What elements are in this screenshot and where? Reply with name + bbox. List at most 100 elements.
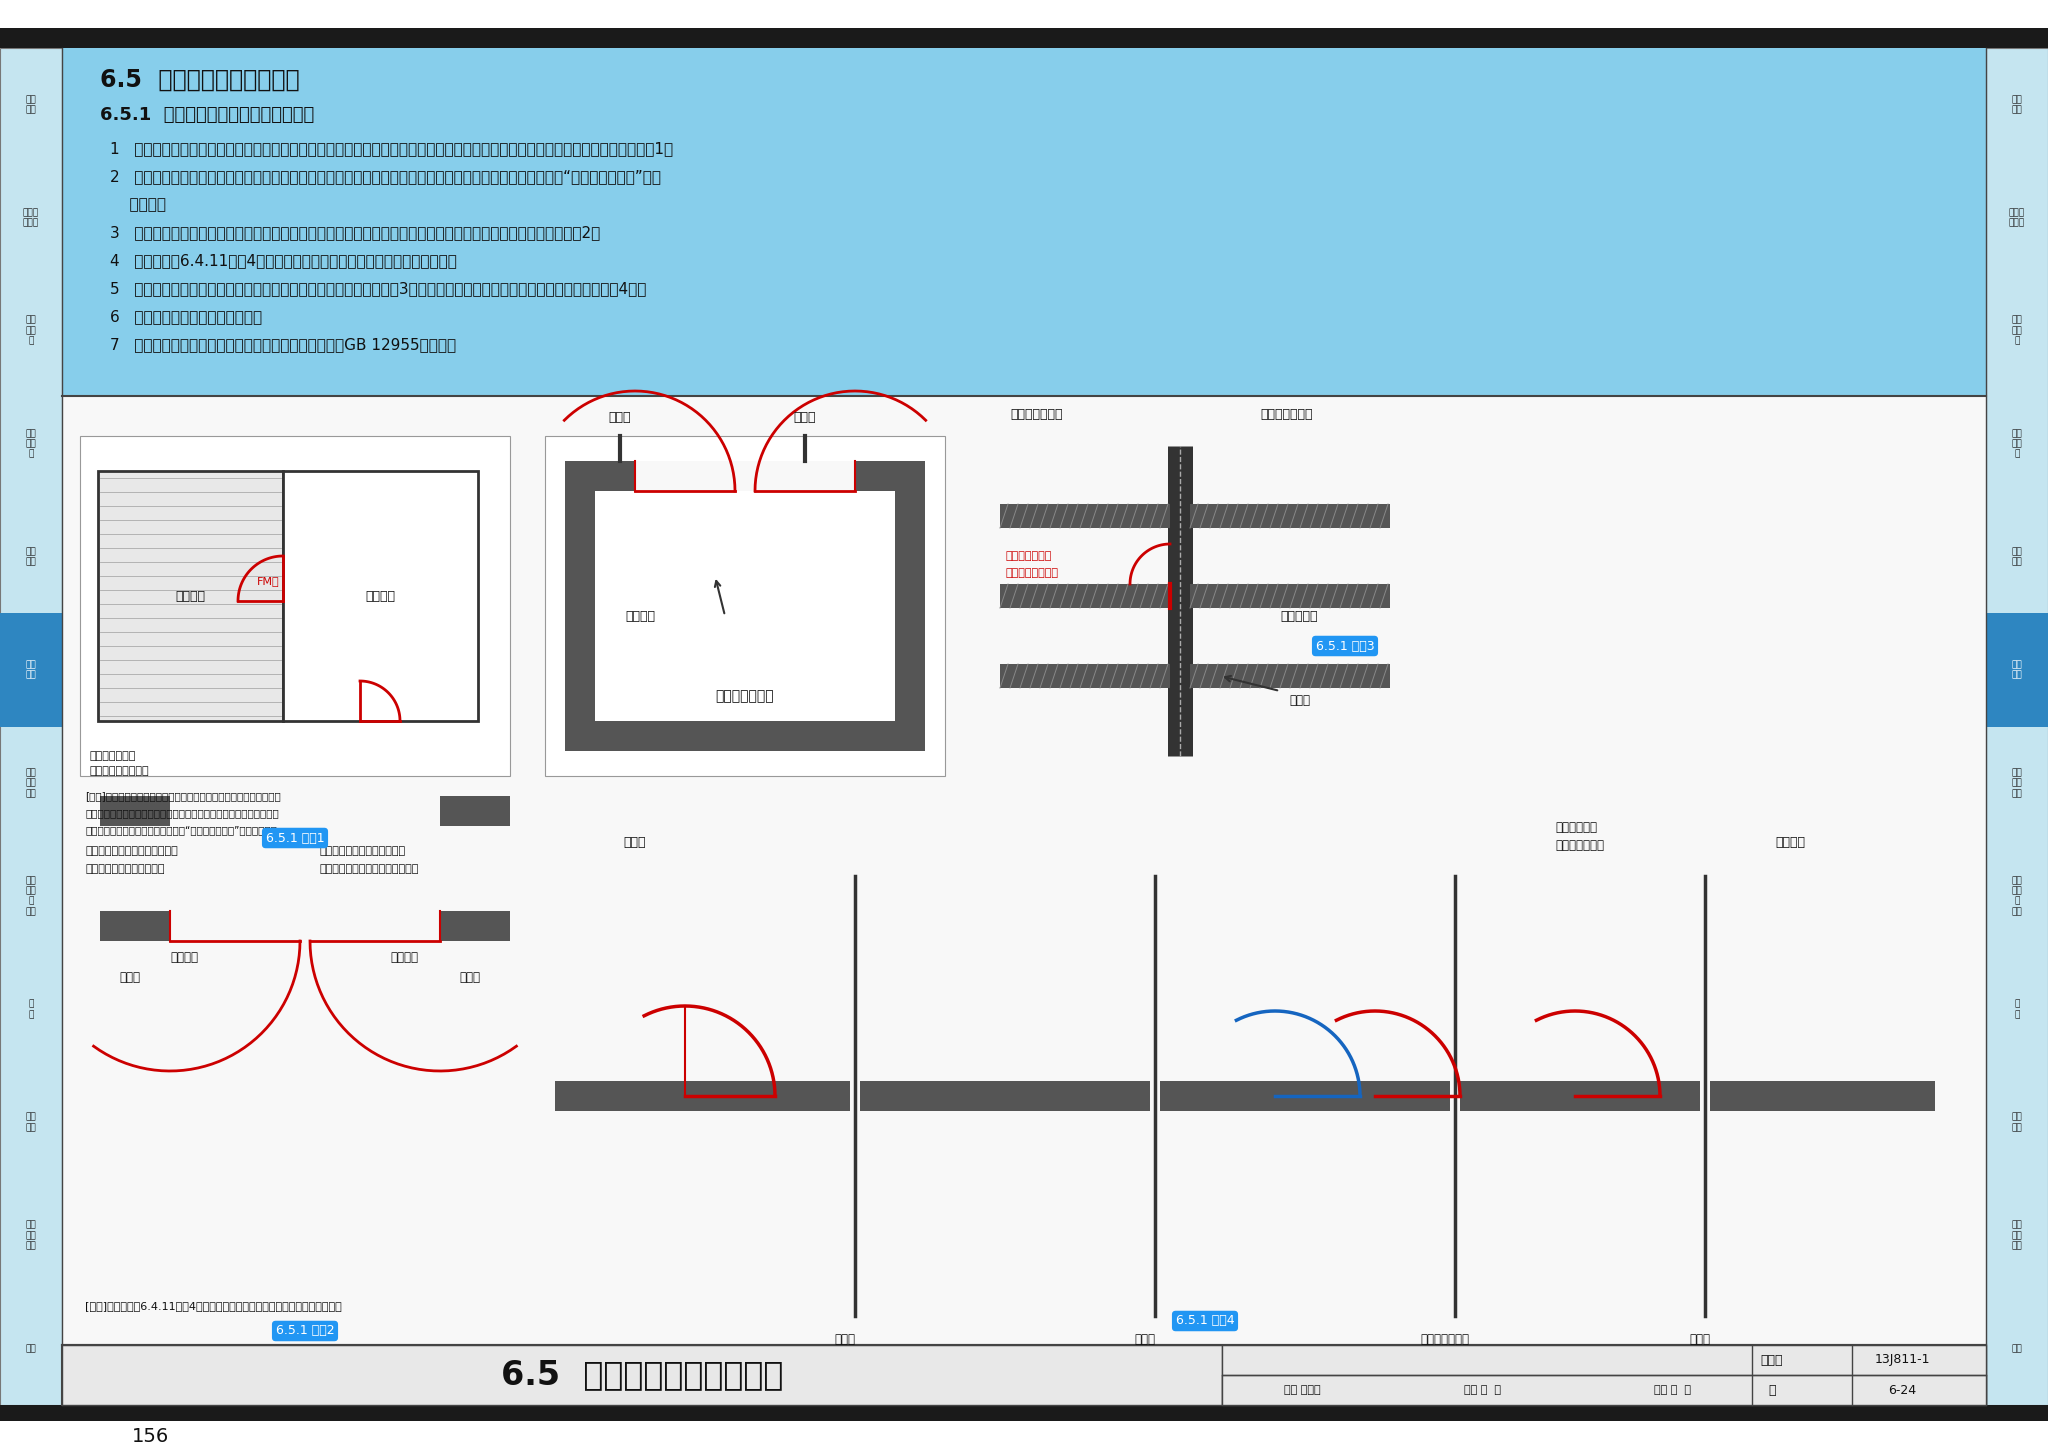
Bar	[80, 435, 510, 776]
Bar	[1987, 48, 2048, 1405]
Text: 民用
建筑: 民用 建筑	[27, 547, 37, 566]
Text: 防火门: 防火门	[625, 836, 647, 849]
Bar	[170, 911, 440, 941]
Text: 总术符
则语号: 总术符 则语号	[2009, 208, 2025, 227]
Text: 甲乙
丙储
体: 甲乙 丙储 体	[2011, 430, 2021, 459]
Text: 厂房
和仓
库: 厂房 和仓 库	[27, 316, 37, 345]
Text: 后关闭扇: 后关闭扇	[389, 951, 418, 964]
Text: 灭火
救援
设施: 灭火 救援 设施	[2011, 769, 2021, 798]
Text: 民用
建筑: 民用 建筑	[2011, 547, 2021, 566]
Bar	[1190, 584, 1391, 609]
Text: 灭火
救援
设施: 灭火 救援 设施	[27, 769, 37, 798]
Text: 闭门器: 闭门器	[119, 971, 141, 984]
Text: 13J811-1: 13J811-1	[1874, 1354, 1929, 1367]
Text: 附录: 附录	[2011, 1344, 2021, 1353]
Bar	[999, 664, 1169, 689]
Text: 楼层数较少一侧: 楼层数较少一侧	[1260, 408, 1313, 421]
Bar	[100, 796, 510, 826]
Text: 消防
设置
和
调风: 消防 设置 和 调风	[2011, 877, 2021, 916]
Text: 7   甲、乙、丙级防火门应符合现行国家标准《防火门》GB 12955的规定。: 7 甲、乙、丙级防火门应符合现行国家标准《防火门》GB 12955的规定。	[111, 336, 457, 352]
Text: 电
气: 电 气	[29, 999, 33, 1019]
Bar	[1223, 1345, 1987, 1405]
Text: 顺序器: 顺序器	[459, 971, 481, 984]
Text: 闭的功能（装设闭门器和顺序器）: 闭的功能（装设闭门器和顺序器）	[319, 863, 420, 874]
Bar	[61, 48, 1987, 396]
Text: 6.5.1  防火门的设置应符合下列规定：: 6.5.1 防火门的设置应符合下列规定：	[100, 106, 313, 124]
Text: 先关闭扇: 先关闭扇	[170, 951, 199, 964]
Bar	[100, 911, 510, 941]
Text: 变形缝: 变形缝	[1135, 1334, 1155, 1345]
Text: 设计 曹  奈: 设计 曹 奈	[1653, 1385, 1690, 1395]
Text: 6   防火门关闭后应具有防烟性能；: 6 防火门关闭后应具有防烟性能；	[111, 309, 262, 325]
Text: 图集号: 图集号	[1761, 1354, 1784, 1367]
Text: [注释]除本规范的6.4.11条第4款的规定外，防火门应能在其内外两侧手动开启。: [注释]除本规范的6.4.11条第4款的规定外，防火门应能在其内外两侧手动开启。	[86, 1302, 342, 1310]
Bar	[1190, 504, 1391, 529]
Text: 变形缝: 变形缝	[1290, 695, 1311, 708]
Bar	[0, 28, 2048, 48]
Bar	[1190, 664, 1391, 689]
Text: 审核 蔡昭昔: 审核 蔡昭昔	[1284, 1385, 1321, 1395]
Bar	[0, 613, 61, 727]
Text: 除管井检修门和住宅的户门外，: 除管井检修门和住宅的户门外，	[86, 846, 178, 856]
Text: 木结
构筑: 木结 构筑	[27, 1112, 37, 1131]
Text: 防火射墙: 防火射墙	[1776, 836, 1804, 849]
Text: 变形缝: 变形缝	[1690, 1334, 1710, 1345]
Bar	[555, 1080, 1935, 1111]
Text: 5   设置在建筑变形缝附近时，防火门应设置在楼层较多的一侧【图示3】，并应保证防火门开启时门扇不跨越变形缝【图示4】；: 5 设置在建筑变形缝附近时，防火门应设置在楼层较多的一侧【图示3】，并应保证防火…	[111, 281, 647, 296]
Text: 页: 页	[1767, 1383, 1776, 1396]
Bar	[61, 1345, 1987, 1405]
Text: 156: 156	[131, 1427, 168, 1446]
Text: 楼层数较多一侧: 楼层数较多一侧	[1010, 408, 1063, 421]
Bar	[0, 48, 61, 1405]
Text: 楼层数较多的一侧: 楼层数较多的一侧	[1006, 568, 1059, 578]
Bar	[1223, 1374, 1987, 1405]
Text: 防火门应具有自行关闭功能: 防火门应具有自行关闭功能	[86, 863, 164, 874]
Bar	[565, 491, 596, 751]
Text: 防火门应设置在: 防火门应设置在	[1006, 550, 1051, 561]
Text: 不应跨越变形缝: 不应跨越变形缝	[1421, 1334, 1470, 1345]
Bar	[565, 721, 926, 751]
Text: 建筑
构造: 建筑 构造	[2011, 660, 2021, 680]
Text: 6.5  防火门、窗和防火卷帘: 6.5 防火门、窗和防火卷帘	[502, 1358, 782, 1392]
Text: 编制
说明: 编制 说明	[2011, 95, 2021, 114]
Text: 双扇防火门应有按顺序自行关: 双扇防火门应有按顺序自行关	[319, 846, 406, 856]
Text: 顺序器: 顺序器	[795, 411, 817, 424]
Bar	[283, 470, 477, 721]
Text: 6.5  防火门、窗和防火卷帘: 6.5 防火门、窗和防火卷帘	[100, 68, 299, 92]
Bar	[1987, 613, 2048, 727]
Text: 门。常闭防火门应在其明显位置设置“保持防火门关闭”等提示标志。: 门。常闭防火门应在其明显位置设置“保持防火门关闭”等提示标志。	[86, 826, 276, 834]
Text: 闭门器: 闭门器	[608, 411, 631, 424]
Text: 双扇常开防火门: 双扇常开防火门	[715, 689, 774, 703]
Text: 设置常开防火门: 设置常开防火门	[90, 751, 137, 761]
Text: 总术符
则语号: 总术符 则语号	[23, 208, 39, 227]
Text: 6-24: 6-24	[1888, 1383, 1917, 1396]
Text: 6.5.1 图示3: 6.5.1 图示3	[1315, 639, 1374, 652]
Text: 3   除管井检修门和住宅的户门外，防火门应具有自行关闭功能。双扇防火门应具有按顺序自行关闭的功能；【图示2】: 3 除管井检修门和住宅的户门外，防火门应具有自行关闭功能。双扇防火门应具有按顺序…	[111, 226, 600, 240]
Bar	[545, 435, 944, 776]
Bar	[850, 1080, 860, 1111]
Text: 变形缝: 变形缝	[834, 1334, 856, 1345]
Text: 合用前室: 合用前室	[365, 590, 395, 603]
Text: 示标识；: 示标识；	[111, 197, 166, 213]
Text: 厂房
和仓
库: 厂房 和仓 库	[2011, 316, 2021, 345]
Bar	[999, 584, 1169, 609]
Bar	[0, 1405, 2048, 1421]
Text: 校对 林  菊: 校对 林 菊	[1464, 1385, 1501, 1395]
Text: 剖面示意图: 剖面示意图	[1280, 610, 1317, 623]
Text: [注释]常开防火门应能在火灾时自行关闭，并应具有信号反馈的功能。: [注释]常开防火门应能在火灾时自行关闭，并应具有信号反馈的功能。	[86, 791, 281, 801]
Bar	[98, 470, 283, 721]
Bar	[1700, 1080, 1710, 1111]
Text: 城市
交通
階道: 城市 交通 階道	[27, 1220, 37, 1251]
Text: 2   除允许设置常开防火门的位置外，其他位置的防火门均应采用常闭防火门。常闭防火门应在其明显位置设置“保持防火门关闭”等提: 2 除允许设置常开防火门的位置外，其他位置的防火门均应采用常闭防火门。常闭防火门…	[111, 169, 662, 183]
Bar	[61, 396, 1987, 1405]
Text: 木结
构筑: 木结 构筑	[2011, 1112, 2021, 1131]
Text: 消防电梯: 消防电梯	[176, 590, 205, 603]
Text: 消防
设置
和
调风: 消防 设置 和 调风	[27, 877, 37, 916]
Text: 电磁门吸: 电磁门吸	[625, 610, 655, 623]
Text: 4   除本规范的6.4.11条第4款的规定外，防火门应能在其内外两侧手动开启；: 4 除本规范的6.4.11条第4款的规定外，防火门应能在其内外两侧手动开启；	[111, 253, 457, 268]
Bar	[565, 462, 926, 491]
Text: 建筑
构造: 建筑 构造	[27, 660, 37, 680]
Text: 甲乙
丙储
体: 甲乙 丙储 体	[27, 430, 37, 459]
Bar	[1151, 1080, 1159, 1111]
Bar	[635, 462, 854, 491]
